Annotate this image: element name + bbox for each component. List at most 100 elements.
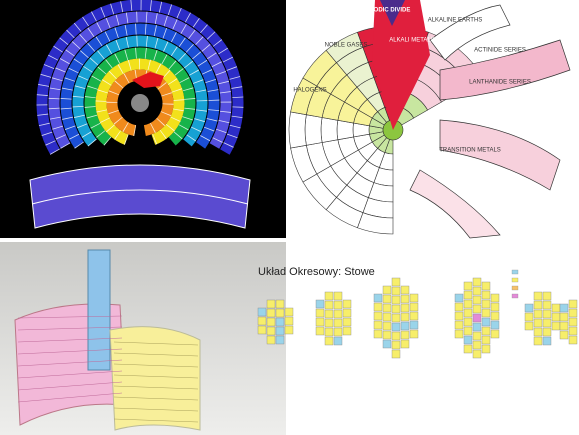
stowe-cell <box>373 302 383 312</box>
stowe-cell <box>481 317 491 327</box>
stowe-cell <box>490 311 500 321</box>
stowe-cell <box>324 309 334 319</box>
stowe-cell <box>542 336 552 346</box>
stowe-cell <box>463 299 473 309</box>
stowe-cell <box>400 321 410 331</box>
stowe-cell <box>463 281 473 291</box>
stowe-cell <box>400 303 410 313</box>
label: LANTHANIDE SERIES <box>469 80 531 86</box>
stowe-cell <box>284 307 294 317</box>
stowe-cell <box>333 291 343 301</box>
stowe-cell <box>324 300 334 310</box>
stowe-cell <box>542 318 552 328</box>
stowe-cell <box>542 291 552 301</box>
stowe-cell <box>551 312 561 322</box>
stowe-title: Układ Okresowy: Stowe <box>258 266 375 278</box>
ring <box>72 35 208 147</box>
fan-cell <box>336 119 354 141</box>
stowe-cell <box>333 318 343 328</box>
stowe-cell <box>481 308 491 318</box>
stowe-cell <box>463 290 473 300</box>
stowe-cell <box>333 327 343 337</box>
stowe-cell <box>324 336 334 346</box>
stowe-cell <box>315 308 325 318</box>
stowe-cell <box>400 294 410 304</box>
stowe-cell <box>400 330 410 340</box>
stowe-cell <box>559 330 569 340</box>
stowe-cell <box>266 326 276 336</box>
transition-arm <box>409 169 501 239</box>
stowe-cell <box>266 335 276 345</box>
stowe-cell <box>559 303 569 313</box>
ring <box>48 11 232 149</box>
stowe-cell <box>490 293 500 303</box>
legend-swatch <box>511 293 519 299</box>
ring <box>95 58 185 145</box>
stowe-cell <box>400 339 410 349</box>
stowe-cell <box>400 285 410 295</box>
ring <box>84 47 196 146</box>
stowe-cell <box>324 291 334 301</box>
stowe-cell <box>315 326 325 336</box>
grid <box>113 407 199 412</box>
stowe-cell <box>490 320 500 330</box>
stowe-cell <box>373 329 383 339</box>
stowe-cell <box>373 320 383 330</box>
stowe-cell <box>391 286 401 296</box>
stowe-cell <box>324 318 334 328</box>
center-disc <box>131 94 149 112</box>
stowe-cell <box>533 327 543 337</box>
stowe-cell <box>463 326 473 336</box>
stowe-cell <box>257 307 267 317</box>
grid <box>113 418 199 423</box>
stowe-cell <box>568 317 578 327</box>
grid <box>113 341 199 346</box>
ring <box>36 0 244 155</box>
stowe-cell <box>454 320 464 330</box>
stowe-cell <box>481 299 491 309</box>
stowe-cell <box>463 335 473 345</box>
grid <box>17 359 123 367</box>
grid <box>113 396 199 401</box>
stowe-cell <box>472 277 482 287</box>
stowe-cell <box>391 277 401 287</box>
fan-cell <box>320 117 339 143</box>
stowe-cell <box>382 321 392 331</box>
stowe-cell <box>275 299 285 309</box>
stowe-cell <box>373 293 383 303</box>
rings <box>36 0 244 155</box>
stowe-cell <box>284 325 294 335</box>
stowe-cell <box>284 316 294 326</box>
stowe-cell <box>490 302 500 312</box>
label: HALOGENS <box>293 88 326 94</box>
fan-cell <box>304 114 323 146</box>
stowe-cell <box>551 321 561 331</box>
stowe-cell <box>533 309 543 319</box>
stowe-cell <box>257 316 267 326</box>
stowe-cell <box>524 312 534 322</box>
actinide-arm <box>439 119 561 191</box>
stowe-cell <box>551 303 561 313</box>
stowe-cell <box>266 308 276 318</box>
legend-swatch <box>511 269 519 275</box>
stowe-cell <box>342 299 352 309</box>
grid <box>17 381 123 391</box>
stowe-cell <box>533 300 543 310</box>
grid <box>17 348 123 355</box>
periodic-divide-wedge <box>372 0 430 130</box>
stowe-cell <box>382 339 392 349</box>
stowe-cell <box>266 299 276 309</box>
ring-cells <box>60 23 220 149</box>
fan-cell <box>288 111 307 149</box>
stowe-cell <box>481 335 491 345</box>
grid <box>17 315 123 319</box>
lanthanide-arm <box>439 39 571 101</box>
stowe-cell <box>454 311 464 321</box>
stowe-cell <box>533 336 543 346</box>
stowe-cell <box>382 285 392 295</box>
stowe-cell <box>463 308 473 318</box>
stowe-cell <box>472 349 482 359</box>
label: NOBLE GASES <box>325 43 368 49</box>
